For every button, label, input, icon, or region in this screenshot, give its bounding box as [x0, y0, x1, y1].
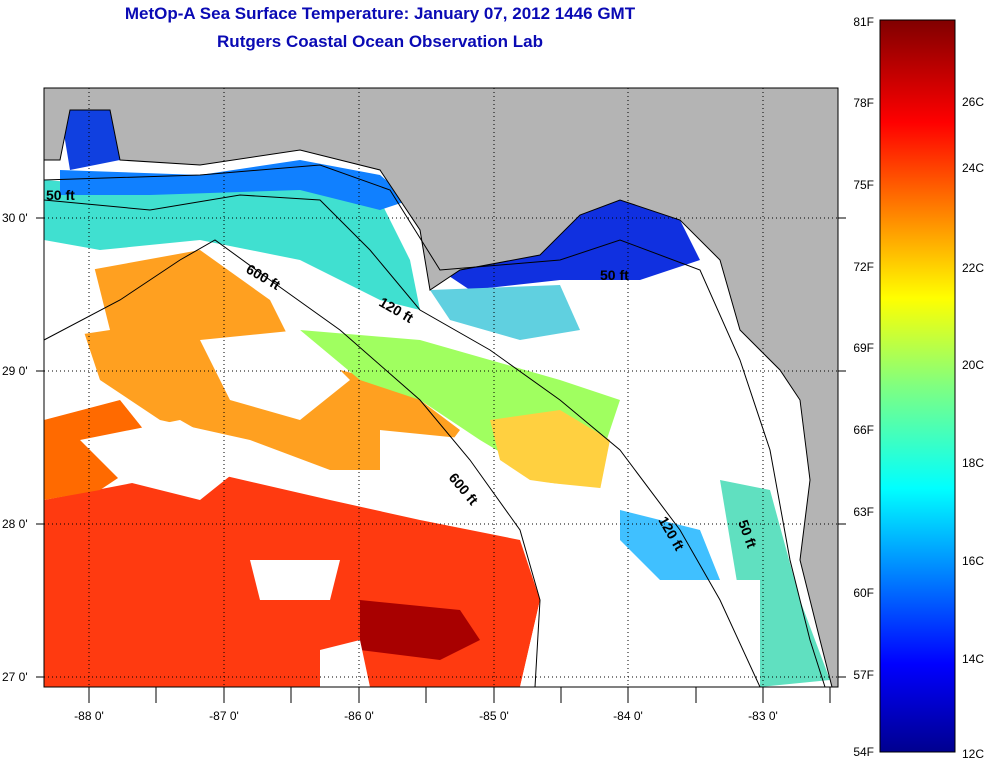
c-label: 16C	[962, 554, 984, 568]
contour-label: 50 ft	[46, 187, 75, 203]
f-label: 78F	[853, 96, 874, 110]
colorbar-f-labels: 81F 78F 75F 72F 69F 66F 63F 60F 57F 54F	[853, 15, 874, 759]
f-label: 75F	[853, 178, 874, 192]
c-label: 14C	[962, 652, 984, 666]
sst-max-blob	[360, 600, 480, 660]
colorbar-c-labels: 26C 24C 22C 20C 18C 16C 14C 12C	[962, 95, 984, 761]
c-label: 24C	[962, 161, 984, 175]
depth-contours	[44, 164, 826, 687]
sst-cold-bigbend	[440, 200, 700, 290]
contour-600ft	[44, 239, 541, 687]
lat-label: 28 0'	[2, 517, 28, 531]
c-label: 26C	[962, 95, 984, 109]
lon-label: -87 0'	[209, 709, 239, 723]
c-label: 20C	[962, 358, 984, 372]
f-label: 69F	[853, 341, 874, 355]
c-label: 18C	[962, 456, 984, 470]
map-title: MetOp-A Sea Surface Temperature: January…	[124, 4, 636, 23]
sst-cyan-bigbend	[430, 285, 580, 340]
c-label: 12C	[962, 747, 984, 761]
f-label: 54F	[853, 745, 874, 759]
land	[44, 88, 838, 687]
map-area	[44, 88, 838, 687]
lon-label: -86 0'	[344, 709, 374, 723]
lat-label: 27 0'	[2, 670, 28, 684]
lon-label: -88 0'	[74, 709, 104, 723]
f-label: 72F	[853, 260, 874, 274]
sst-coastal-green	[720, 480, 830, 687]
sst-bay-blue	[60, 110, 120, 170]
map-subtitle: Rutgers Coastal Ocean Observation Lab	[217, 32, 543, 51]
contour-120ft	[44, 194, 761, 687]
lat-label: 29 0'	[2, 364, 28, 378]
f-label: 81F	[853, 15, 874, 29]
f-label: 57F	[853, 668, 874, 682]
lon-label: -83 0'	[748, 709, 778, 723]
c-label: 22C	[962, 261, 984, 275]
longitude-axis	[88, 687, 831, 703]
sst-cyan-shelf	[44, 180, 420, 310]
lon-label: -85 0'	[479, 709, 509, 723]
f-label: 66F	[853, 423, 874, 437]
map-frame	[43, 87, 839, 688]
f-label: 60F	[853, 586, 874, 600]
graticule	[44, 88, 838, 687]
latitude-axis	[36, 217, 846, 678]
colorbar	[879, 19, 956, 753]
lon-label: -84 0'	[613, 709, 643, 723]
contour-label: 50 ft	[600, 267, 629, 283]
lat-label: 30 0'	[2, 211, 28, 225]
f-label: 63F	[853, 505, 874, 519]
sst-blue-shelf	[60, 160, 410, 210]
sst-shelf-blue-south	[620, 510, 720, 580]
contour-50ft	[44, 164, 826, 687]
sst-yellow-patch	[490, 410, 610, 490]
